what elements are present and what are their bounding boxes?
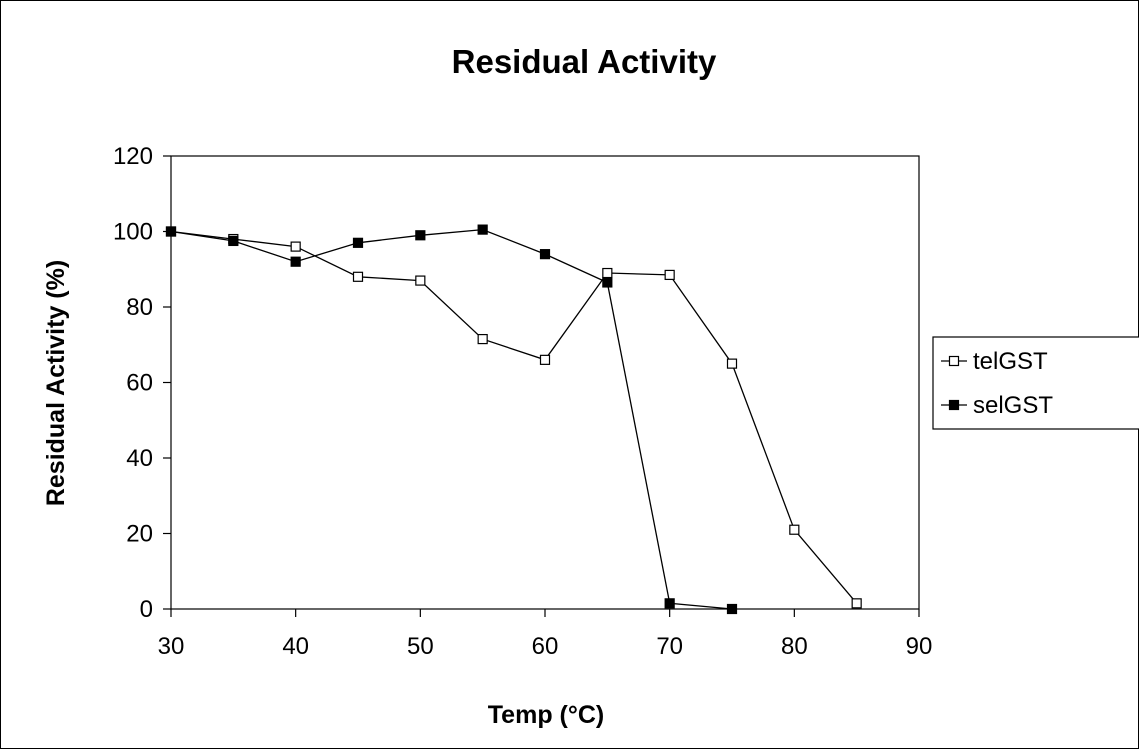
x-tick-label: 70	[656, 633, 683, 660]
x-tick-label: 50	[407, 633, 434, 660]
legend-label-selgst: selGST	[973, 392, 1053, 419]
data-point-selgst	[290, 256, 301, 267]
y-tick-label: 20	[126, 521, 153, 548]
data-point-selgst	[539, 249, 551, 260]
legend: telGST selGST	[932, 336, 1139, 430]
x-tick-label: 90	[906, 633, 933, 660]
data-point-telgst	[352, 271, 364, 282]
x-tick-label: 30	[158, 633, 185, 660]
data-point-selgst	[352, 237, 364, 248]
y-tick-label: 60	[126, 370, 153, 397]
data-point-telgst	[664, 269, 675, 281]
y-tick-label: 0	[140, 596, 153, 623]
data-point-telgst	[602, 267, 613, 279]
data-point-selgst	[477, 224, 488, 235]
data-point-telgst	[789, 524, 800, 535]
x-axis-title: Temp (°C)	[488, 701, 604, 729]
y-tick-label: 120	[113, 143, 153, 170]
y-tick-label: 40	[126, 445, 153, 472]
data-point-selgst	[165, 226, 177, 237]
x-tick-label: 60	[532, 633, 559, 660]
data-point-telgst	[851, 598, 862, 609]
chart-title: Residual Activity	[452, 43, 717, 80]
plot-area: 0 20 40 60 80 100 120 30 40 50 60 70 80 90	[113, 143, 932, 660]
legend-marker-selgst	[948, 399, 960, 411]
data-point-selgst	[726, 603, 738, 615]
x-tick-label: 40	[282, 633, 309, 660]
data-point-telgst	[415, 275, 426, 286]
data-point-selgst	[602, 277, 613, 288]
y-tick-label: 80	[126, 294, 153, 321]
data-point-telgst	[539, 354, 551, 365]
data-point-selgst	[228, 235, 239, 247]
data-point-telgst	[726, 358, 738, 369]
data-point-selgst	[415, 230, 426, 241]
legend-marker-telgst	[948, 355, 960, 367]
series-line-telgst	[170, 230, 858, 604]
legend-box	[932, 336, 1139, 430]
data-point-telgst	[290, 241, 301, 252]
series-line-selgst	[170, 228, 733, 610]
legend-label-telgst: telGST	[973, 348, 1048, 375]
plot-border	[170, 155, 920, 610]
x-tick-label: 80	[781, 633, 808, 660]
y-tick-label: 100	[113, 219, 153, 246]
data-point-telgst	[477, 333, 488, 345]
y-axis-title: Residual Activity (%)	[42, 260, 70, 506]
data-point-selgst	[664, 598, 675, 609]
